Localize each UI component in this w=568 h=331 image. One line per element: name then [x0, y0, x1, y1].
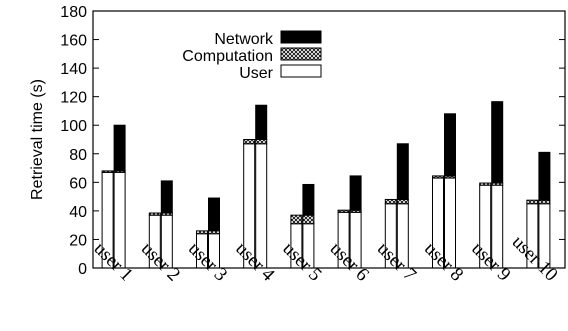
stacked-bar: [302, 183, 315, 269]
y-tick-label: 0: [78, 261, 87, 278]
y-tick-label: 40: [69, 204, 87, 221]
bar-segment-computation: [479, 182, 492, 186]
bar-segment-computation: [101, 170, 114, 173]
bar-group: [148, 180, 173, 269]
y-tick-label: 140: [60, 61, 87, 78]
bar-segment-network: [349, 175, 362, 211]
y-tick-label: 160: [60, 33, 87, 50]
legend-swatch-network: [280, 30, 322, 44]
bar-segment-computation: [432, 175, 444, 179]
legend-swatch-computation: [280, 47, 322, 61]
bar-segment-network: [160, 180, 173, 214]
legend-label-network: Network: [214, 31, 274, 48]
y-tick-label: 100: [60, 118, 87, 135]
stacked-bar: [113, 124, 126, 269]
bar-segment-network: [396, 143, 409, 200]
bar-group: [290, 183, 315, 269]
legend-entry-network: Network: [214, 30, 322, 48]
y-tick-label: 60: [69, 175, 87, 192]
bar-segment-computation: [384, 198, 397, 205]
legend-label-user: User: [239, 65, 273, 82]
y-axis: 0 20 40 60 80 100 120 140 160 180: [60, 4, 565, 278]
bar-segment-computation: [396, 198, 409, 205]
stacked-bar: [491, 101, 504, 269]
stacked-bar: [396, 143, 409, 269]
bar-segment-computation: [148, 212, 161, 216]
bar-segment-network: [208, 197, 220, 232]
legend-swatch-user: [280, 64, 322, 78]
y-tick-label: 120: [60, 90, 87, 107]
plot-frame: [92, 10, 566, 269]
bar-segment-computation: [526, 199, 539, 205]
bar-group: [526, 151, 551, 269]
bar-segment-computation: [538, 199, 551, 205]
legend: Network Computation User: [182, 30, 322, 82]
y-tick-label: 20: [69, 232, 87, 249]
bar-segment-network: [444, 113, 456, 177]
y-tick-label: 180: [60, 4, 87, 21]
stacked-bar: [255, 104, 268, 269]
bar-group: [101, 124, 126, 269]
stacked-bar: [444, 113, 456, 269]
legend-entry-computation: Computation: [182, 47, 322, 65]
bar-segment-computation: [302, 214, 315, 225]
bar-group: [384, 143, 409, 269]
bar-segment-computation: [255, 139, 268, 145]
legend-entry-user: User: [239, 64, 322, 82]
legend-label-computation: Computation: [182, 48, 273, 65]
bar-segment-network: [538, 151, 551, 201]
bars-layer: [101, 101, 551, 269]
bar-segment-computation: [290, 214, 303, 225]
bar-segment-network: [491, 101, 504, 184]
bar-segment-network: [113, 124, 126, 172]
bar-segment-computation: [337, 209, 350, 213]
bar-segment-computation: [243, 139, 256, 145]
bar-segment-network: [255, 104, 268, 140]
y-tick-label: 80: [69, 147, 87, 164]
y-axis-title: Retrieval time (s): [29, 79, 46, 200]
bar-segment-network: [302, 183, 315, 216]
bar-segment-computation: [196, 230, 208, 235]
